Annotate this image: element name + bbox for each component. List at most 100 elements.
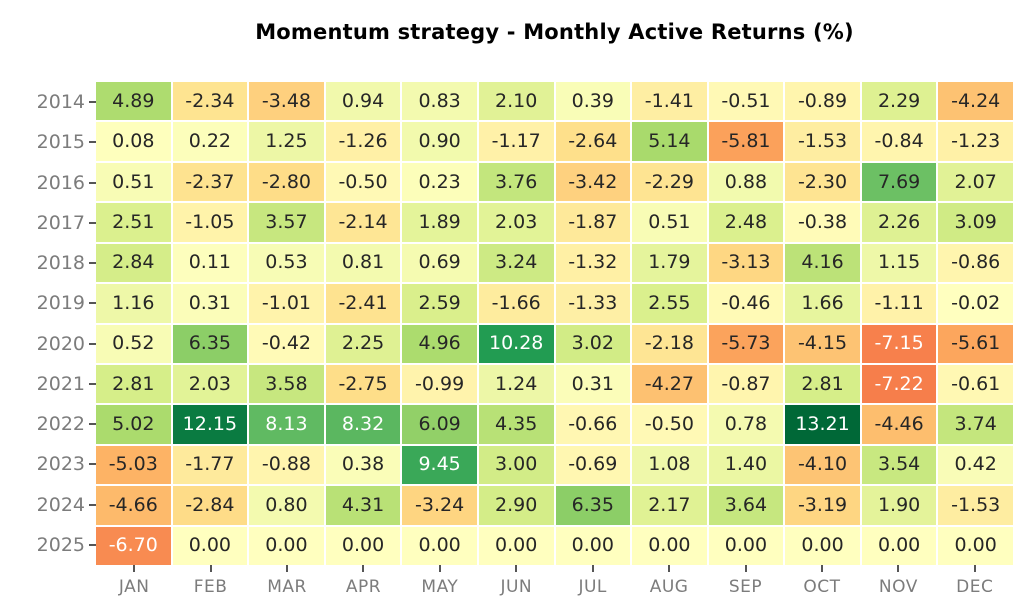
y-axis-tick-label: 2021 [36, 372, 85, 395]
heatmap-cell: 13.21 [785, 405, 860, 444]
heatmap-cell: 1.90 [861, 486, 937, 525]
x-axis-labels: JAN FEB MAR APR MAY JUN JUL AUG SEP OCT NOV DEC [96, 565, 1013, 607]
x-axis-tick-label: AUG [649, 577, 689, 597]
heatmap-cell: 6.35 [555, 486, 631, 525]
x-axis-tick-mark [897, 565, 900, 572]
y-axis-row: 2024 [0, 485, 96, 525]
heatmap-cell: -1.11 [861, 284, 937, 323]
heatmap-cell: -3.24 [402, 486, 477, 525]
x-axis-col: OCT [784, 565, 860, 607]
heatmap-cell: 0.39 [555, 82, 631, 121]
heatmap-cell: 2.90 [478, 486, 554, 525]
heatmap-cell: 0.00 [555, 526, 631, 565]
chart-title: Momentum strategy - Monthly Active Retur… [255, 20, 854, 44]
heatmap-cell: 5.02 [96, 405, 171, 444]
heatmap-cell: -4.10 [785, 445, 860, 485]
heatmap-cell: -4.27 [632, 364, 707, 404]
heatmap-cell: -0.99 [402, 364, 477, 404]
heatmap-cell: -7.22 [861, 364, 937, 404]
y-axis-row: 2023 [0, 444, 96, 484]
heatmap-cell: -6.70 [96, 526, 171, 565]
heatmap-cell: 2.84 [96, 243, 171, 283]
heatmap-cell: 1.89 [402, 203, 477, 242]
heatmap-cell: 3.02 [555, 324, 631, 363]
y-axis-row: 2021 [0, 364, 96, 404]
heatmap-cell: -0.50 [632, 405, 707, 444]
heatmap-cell: -0.87 [708, 364, 784, 404]
heatmap-cell: -3.42 [555, 162, 631, 202]
x-axis-tick-mark [515, 565, 518, 572]
heatmap-cell: 0.08 [96, 122, 171, 161]
heatmap-cell: 0.00 [172, 526, 248, 565]
heatmap-cell: -5.73 [708, 324, 784, 363]
heatmap-cell: 1.79 [632, 243, 707, 283]
y-axis-tick-label: 2024 [36, 493, 85, 516]
heatmap-cell: 1.24 [478, 364, 554, 404]
y-axis-row: 2018 [0, 243, 96, 283]
heatmap-cell: 4.16 [785, 243, 860, 283]
y-axis-tick-mark [89, 503, 96, 506]
heatmap-cell: 2.07 [938, 162, 1013, 202]
x-axis-tick-label: JAN [118, 577, 150, 597]
heatmap-cell: -2.18 [632, 324, 707, 363]
y-axis-tick-mark [89, 382, 96, 385]
y-axis-row: 2015 [0, 122, 96, 162]
x-axis-tick-label: SEP [728, 577, 763, 597]
y-axis-tick-label: 2017 [36, 211, 85, 234]
heatmap-cell: -0.46 [708, 284, 784, 323]
heatmap-cell: -4.24 [938, 82, 1013, 121]
heatmap-cell: 0.94 [325, 82, 401, 121]
y-axis-tick-mark [89, 101, 96, 104]
heatmap-cell: 3.76 [478, 162, 554, 202]
heatmap-cell: -1.53 [938, 486, 1013, 525]
x-axis-col: FEB [172, 565, 248, 607]
heatmap-cell: -1.26 [325, 122, 401, 161]
heatmap-cell: 0.00 [861, 526, 937, 565]
heatmap-cell: 2.10 [478, 82, 554, 121]
y-axis-tick-mark [89, 181, 96, 184]
heatmap-cell: -0.66 [555, 405, 631, 444]
heatmap-cell: 12.15 [172, 405, 248, 444]
x-axis-col: APR [325, 565, 401, 607]
heatmap-cell: 3.57 [249, 203, 324, 242]
heatmap-cell: 0.31 [172, 284, 248, 323]
heatmap-cell: 0.00 [478, 526, 554, 565]
heatmap-cell: 0.00 [785, 526, 860, 565]
y-axis-tick-label: 2015 [36, 131, 85, 154]
y-axis-tick-label: 2023 [36, 453, 85, 476]
heatmap-cell: -2.64 [555, 122, 631, 161]
y-axis-tick-mark [89, 302, 96, 305]
heatmap-cell: -0.02 [938, 284, 1013, 323]
heatmap-cell: 2.17 [632, 486, 707, 525]
x-axis-tick-mark [438, 565, 441, 572]
heatmap-cell: -4.15 [785, 324, 860, 363]
heatmap-cell: -0.89 [785, 82, 860, 121]
y-axis-tick-label: 2019 [36, 292, 85, 315]
heatmap-cell: 0.11 [172, 243, 248, 283]
heatmap-cell: 4.96 [402, 324, 477, 363]
y-axis-row: 2016 [0, 163, 96, 203]
heatmap-cell: 1.25 [249, 122, 324, 161]
y-axis-tick-label: 2014 [36, 91, 85, 114]
heatmap-cell: 2.25 [325, 324, 401, 363]
x-axis-tick-mark [209, 565, 212, 572]
heatmap-cell: -0.61 [938, 364, 1013, 404]
heatmap-cell: -0.69 [555, 445, 631, 485]
heatmap-cell: -1.23 [938, 122, 1013, 161]
y-axis-tick-label: 2020 [36, 332, 85, 355]
heatmap-cell: 0.90 [402, 122, 477, 161]
heatmap-cell: 2.55 [632, 284, 707, 323]
x-axis-col: AUG [631, 565, 707, 607]
heatmap-cell: -0.86 [938, 243, 1013, 283]
heatmap-cell: 2.29 [861, 82, 937, 121]
y-axis-row: 2022 [0, 404, 96, 444]
heatmap-cell: 4.35 [478, 405, 554, 444]
heatmap-cell: 3.58 [249, 364, 324, 404]
y-axis-row: 2017 [0, 203, 96, 243]
heatmap-cell: 0.00 [402, 526, 477, 565]
heatmap-cell: -2.30 [785, 162, 860, 202]
y-axis-tick-label: 2022 [36, 413, 85, 436]
y-axis-tick-mark [89, 342, 96, 345]
heatmap-cell: 0.00 [325, 526, 401, 565]
x-axis-tick-label: MAY [421, 577, 459, 597]
